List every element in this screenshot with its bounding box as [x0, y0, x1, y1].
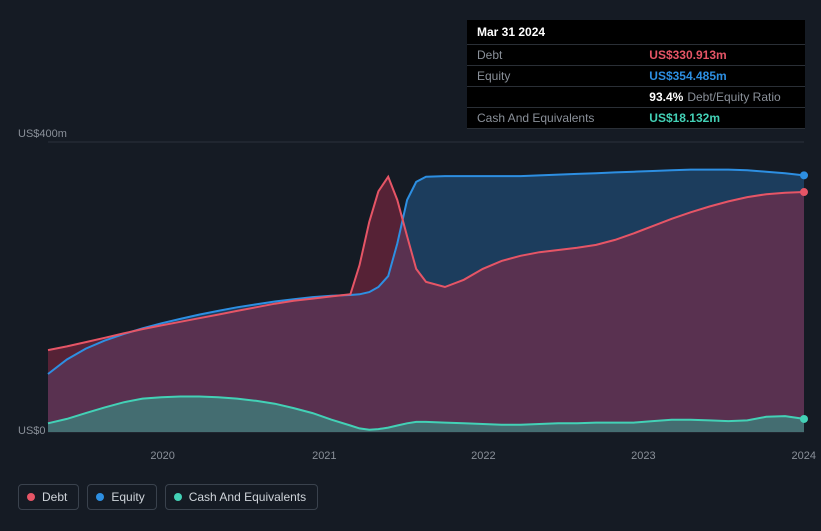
tooltip-debt-value: US$330.913m: [639, 45, 805, 66]
legend-dot-icon: [174, 493, 182, 501]
x-tick: 2023: [631, 450, 655, 462]
tooltip-equity-value: US$354.485m: [639, 66, 805, 87]
legend-item-cash[interactable]: Cash And Equivalents: [165, 484, 318, 510]
legend-item-equity[interactable]: Equity: [87, 484, 156, 510]
tooltip-cash-value: US$18.132m: [639, 108, 805, 129]
x-tick: 2024: [792, 450, 816, 462]
tooltip-date: Mar 31 2024: [467, 20, 805, 45]
tooltip-ratio-value: 93.4%: [649, 90, 683, 104]
tooltip-equity-label: Equity: [467, 66, 639, 87]
x-tick: 2020: [150, 450, 174, 462]
legend-item-debt[interactable]: Debt: [18, 484, 79, 510]
legend-label: Debt: [42, 490, 67, 504]
y-tick-min: US$0: [18, 425, 46, 437]
chart-tooltip: Mar 31 2024 Debt US$330.913m Equity US$3…: [467, 20, 805, 129]
tooltip-ratio-label: Debt/Equity Ratio: [687, 90, 780, 104]
legend-label: Cash And Equivalents: [189, 490, 306, 504]
tooltip-cash-label: Cash And Equivalents: [467, 108, 639, 129]
tooltip-ratio: 93.4% Debt/Equity Ratio: [639, 87, 805, 108]
financial-chart: US$400m US$0 2020 2021 2022 2023 2024 Ma…: [0, 0, 821, 526]
chart-legend: Debt Equity Cash And Equivalents: [18, 484, 318, 510]
tooltip-debt-label: Debt: [467, 45, 639, 66]
legend-label: Equity: [111, 490, 144, 504]
legend-dot-icon: [27, 493, 35, 501]
legend-dot-icon: [96, 493, 104, 501]
x-tick: 2021: [312, 450, 336, 462]
x-tick: 2022: [471, 450, 495, 462]
y-tick-max: US$400m: [18, 128, 67, 140]
